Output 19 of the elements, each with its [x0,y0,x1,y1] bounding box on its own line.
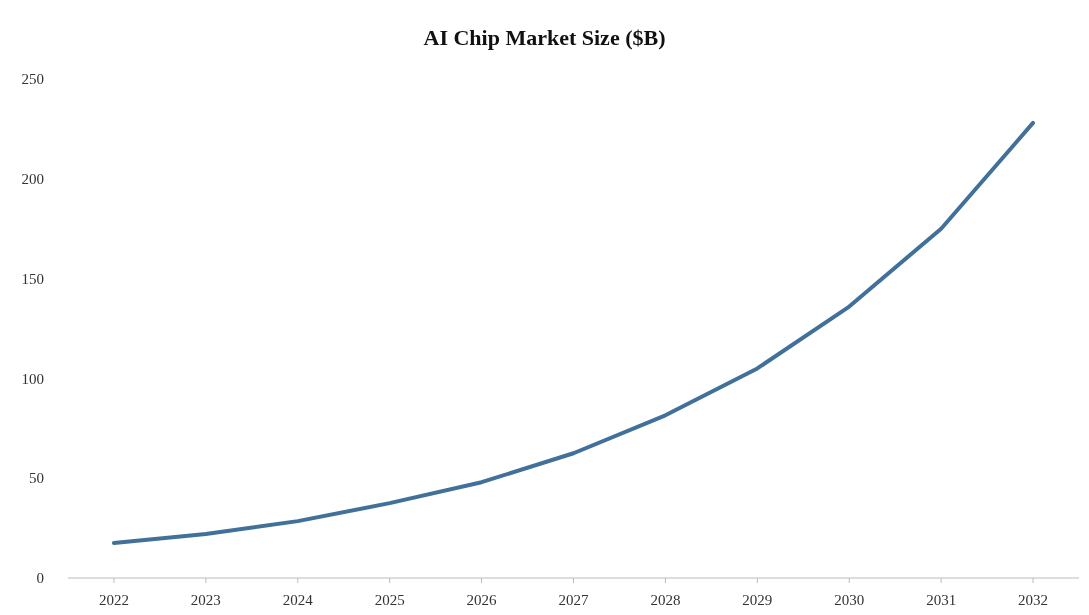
x-tick-label: 2025 [374,592,405,608]
x-tick-label: 2023 [190,592,221,608]
y-tick-label: 150 [21,270,44,287]
x-tick-label: 2028 [650,592,681,608]
x-tick-label: 2022 [98,592,129,608]
y-tick-label: 200 [21,171,44,188]
x-tick-label: 2029 [742,592,773,608]
x-tick-label: 2031 [926,592,957,608]
y-tick-label: 50 [29,470,44,487]
chart-title: AI Chip Market Size ($B) [423,25,666,50]
line-series [111,120,1036,546]
y-tick-label: 250 [21,71,44,88]
x-tick-label: 2027 [558,592,589,608]
x-tick-label: 2024 [282,592,314,608]
x-tick-label: 2026 [466,592,498,608]
x-tick-label: 2032 [1018,592,1049,608]
y-tick-label: 100 [21,370,44,387]
x-tick-label: 2030 [834,592,865,608]
y-tick-label: 0 [36,570,44,587]
